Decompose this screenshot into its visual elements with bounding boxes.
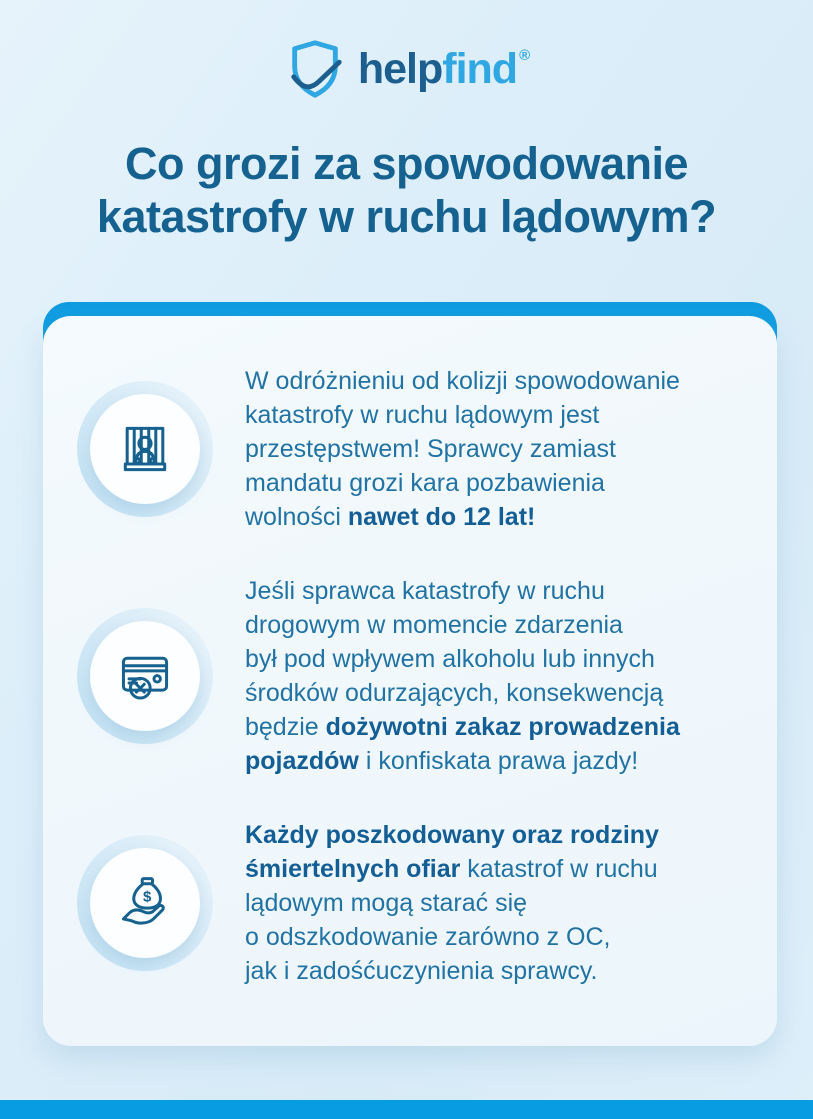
helpfind-logo: help find ® (0, 38, 813, 100)
item-text: Jeśli sprawca katastrofy w ruchu drogowy… (245, 577, 680, 775)
registered-trademark: ® (519, 46, 530, 64)
icon-circle (90, 394, 200, 504)
content-card: W odróżnieniu od kolizji spowodowanie ka… (43, 316, 777, 1046)
hand-holding-money-bag-icon: $ (121, 877, 165, 925)
icon-circle (90, 621, 200, 731)
brand-find: find (442, 44, 518, 93)
item-text: Każdy poszkodowany oraz rodziny śmiertel… (245, 821, 659, 985)
icon-halo (77, 608, 213, 744)
info-item-prison: W odróżnieniu od kolizji spowodowanie ka… (77, 364, 749, 534)
brand-text: help find ® (357, 44, 530, 94)
prisoner-behind-bars-icon (123, 426, 167, 472)
page-title: Co grozi za spowodowanie katastrofy w ru… (96, 138, 717, 242)
bottom-accent-bar (0, 1100, 813, 1119)
brand-help: help (357, 44, 443, 93)
icon-halo (77, 381, 213, 517)
info-item-license-ban: Jeśli sprawca katastrofy w ruchu drogowy… (77, 574, 749, 778)
revoked-license-card-icon (121, 656, 169, 700)
icon-circle: $ (90, 848, 200, 958)
svg-text:$: $ (143, 889, 152, 906)
item-text: W odróżnieniu od kolizji spowodowanie ka… (245, 367, 680, 531)
info-item-compensation: $ Każdy poszkodowany oraz rodziny śmiert… (77, 818, 749, 988)
shield-check-logo-icon (291, 40, 342, 98)
icon-halo: $ (77, 835, 213, 971)
